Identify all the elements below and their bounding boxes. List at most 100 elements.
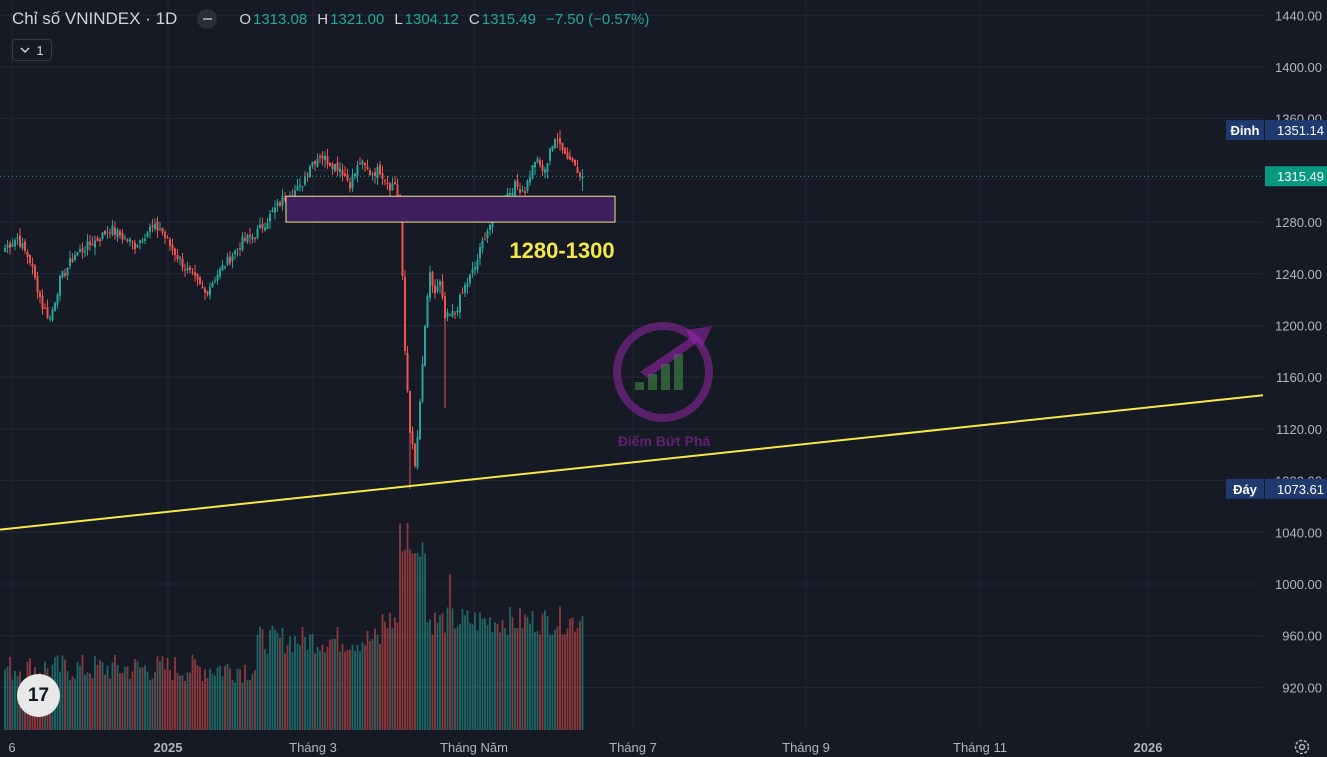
gear-icon[interactable] [1293,738,1311,756]
candle-body [456,310,459,313]
volume-bar [76,661,79,730]
indicator-toggle-button[interactable]: 1 [12,39,52,61]
volume-bar [151,678,154,730]
volume-bar [334,638,336,730]
candle-body [49,318,51,320]
volume-bar [386,627,389,730]
volume-bar [489,617,491,730]
candle-body [164,232,166,238]
trendline[interactable] [0,394,1264,531]
candle-body [294,190,296,196]
collapse-icon[interactable] [197,9,218,29]
volume-bar [184,681,186,730]
price-tick-label: 1000.00 [1275,577,1322,592]
volume-bar [269,630,271,730]
volume-bar [236,668,239,730]
candle-body [359,163,361,165]
volume-bar [81,655,84,730]
volume-bar [546,616,549,730]
candle-body [251,236,254,240]
candle-body [259,224,261,229]
tradingview-logo-icon[interactable]: 17 [17,674,60,717]
support-zone[interactable] [285,195,616,223]
price-tick-label: 1120.00 [1276,422,1322,437]
candle-body [436,286,439,292]
candle-body [276,202,279,206]
volume-bar [469,623,471,730]
volume-bar [214,675,216,730]
high-label: H [317,10,329,28]
watermark-bar [674,354,683,390]
volume-bar [199,667,201,730]
volume-bar [279,637,281,730]
volume-bar [436,622,439,730]
volume-bar [71,676,74,730]
candle-body [486,231,489,239]
candle-body [149,226,151,233]
candle-body [246,235,249,242]
volume-bar [514,627,516,730]
volume-bar [376,634,379,730]
volume-bar [221,676,224,730]
candle-body [511,193,514,195]
candle-body [34,265,36,278]
candle-body [96,238,99,242]
volume-bar [139,667,141,730]
price-tick-label: 1040.00 [1275,525,1322,540]
volume-bar [174,657,176,730]
candle-body [59,275,61,296]
candle-body [439,281,441,286]
volume-bar [366,630,369,730]
candle-body [326,156,329,165]
volume-bar [541,613,544,730]
price-tick-label: 1400.00 [1275,60,1322,75]
volume-bar [181,675,184,730]
volume-bar [231,679,234,730]
candle-body [76,252,79,256]
candle-body [6,245,9,248]
price-axis[interactable]: 1440.001400.001360.001320.001280.001240.… [1226,0,1327,730]
volume-bar [114,655,116,730]
candle-body [249,234,251,237]
candle-body [299,184,301,187]
candle-body [404,276,406,352]
candle-body [361,160,364,165]
volume-bar [416,553,419,730]
candle-body [319,156,321,158]
candle-body [221,265,224,271]
volume-bar [99,659,101,730]
candle-body [551,146,554,151]
volume-bar [319,650,321,730]
candle-body [46,307,49,319]
candle-body [99,239,101,242]
candle-body [561,142,564,150]
volume-bar [74,678,76,730]
symbol-title[interactable]: Chỉ số VNINDEX · 1D [12,9,178,28]
volume-bar [336,627,339,730]
candle-body [71,258,74,262]
volume-bar [396,622,399,730]
volume-bars [4,522,584,730]
candle-body [256,228,259,239]
volume-bar [304,637,306,730]
volume-bar [344,651,346,730]
candle-body [556,140,559,142]
volume-bar [576,627,579,730]
candle-body [469,274,471,284]
volume-bar [509,607,511,730]
volume-bar [204,669,206,730]
candle-body [311,161,314,167]
volume-bar [471,624,474,730]
candle-body [244,238,246,241]
candle-body [514,181,516,196]
close-value: 1315.49 [481,10,536,28]
support-zone-label[interactable]: 1280-1300 [509,238,614,263]
open-label: O [239,10,251,28]
candle-body [261,224,264,229]
drawings[interactable]: 1280-1300 [0,175,1264,531]
volume-bar [559,606,561,730]
candle-body [41,295,44,309]
candle-body [199,277,201,285]
time-axis[interactable]: 6 2025 Tháng 3 Tháng Năm Tháng 7 Tháng 9 Tháng… [0,730,1327,757]
